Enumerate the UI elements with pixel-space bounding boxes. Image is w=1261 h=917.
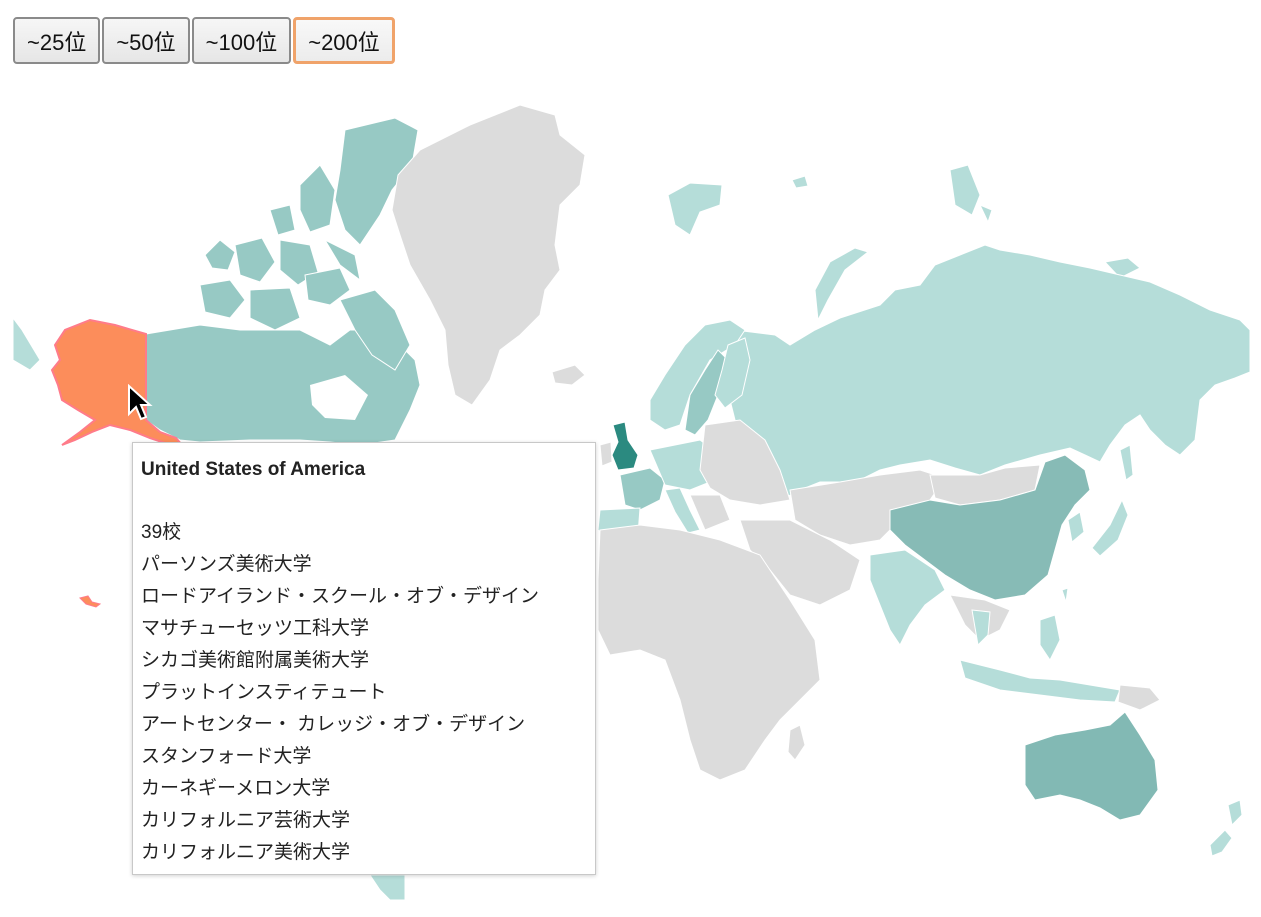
rank-50-button[interactable]: ~50位 — [102, 17, 190, 64]
europe-east[interactable] — [699, 419, 791, 506]
new-siberian[interactable] — [1104, 257, 1141, 279]
country-india[interactable] — [869, 549, 946, 646]
school-item: カリフォルニア美術大学 — [141, 842, 351, 863]
country-greenland[interactable] — [391, 104, 586, 406]
country-japan[interactable] — [1091, 498, 1129, 557]
rank-100-button[interactable]: ~100位 — [191, 17, 292, 64]
severnaya[interactable] — [949, 164, 981, 216]
indonesia[interactable] — [959, 659, 1121, 703]
school-item: マサチューセッツ工科大学 — [141, 618, 370, 639]
ireland[interactable] — [599, 441, 613, 467]
usa-hawaii[interactable] — [79, 595, 102, 608]
africa[interactable] — [597, 524, 821, 781]
canada-island-4[interactable] — [234, 237, 276, 283]
canada-baffin[interactable] — [339, 289, 411, 371]
school-item: カリフォルニア芸術大学 — [141, 810, 351, 831]
school-item: カーネギーメロン大学 — [141, 778, 331, 799]
mouse-pointer-icon — [128, 384, 153, 421]
school-item: ロードアイランド・スクール・オブ・デザイン — [141, 586, 540, 607]
korea[interactable] — [1067, 511, 1085, 543]
school-item: スタンフォード大学 — [141, 746, 312, 767]
canada-island-7[interactable] — [199, 279, 246, 319]
school-item: シカゴ美術館附属美術大学 — [141, 650, 370, 671]
franz-josef[interactable] — [791, 175, 809, 189]
tooltip-country-name: United States of America — [141, 459, 366, 480]
country-uk[interactable] — [611, 421, 639, 471]
country-finland[interactable] — [714, 337, 751, 409]
rank-200-button[interactable]: ~200位 — [293, 17, 395, 64]
europe-west[interactable] — [619, 467, 666, 511]
country-italy[interactable] — [664, 487, 701, 534]
country-australia[interactable] — [1024, 711, 1159, 821]
rank-toolbar: ~25位 ~50位 ~100位 ~200位 — [13, 17, 395, 64]
new-guinea[interactable] — [1117, 684, 1161, 711]
country-tooltip: United States of America 39校 パーソンズ美術大学 ロ… — [132, 442, 596, 875]
iceland[interactable] — [551, 364, 586, 386]
country-russia[interactable] — [727, 244, 1251, 499]
madagascar[interactable] — [787, 724, 806, 761]
school-item: プラットインスティテュート — [141, 682, 387, 703]
school-item: アートセンター・ カレッジ・オブ・デザイン — [141, 714, 526, 735]
rank-25-button[interactable]: ~25位 — [13, 17, 101, 64]
nz-south[interactable] — [1227, 799, 1243, 827]
svalbard[interactable] — [667, 182, 723, 236]
canada-island-3[interactable] — [204, 239, 236, 271]
tooltip-school-count: 39校 — [141, 522, 182, 543]
severnaya-2[interactable] — [978, 204, 993, 224]
thailand[interactable] — [971, 609, 991, 647]
school-item: パーソンズ美術大学 — [141, 554, 312, 575]
hudson-bay — [310, 375, 368, 420]
south-america-tip[interactable] — [369, 874, 406, 901]
canada-island-1[interactable] — [334, 117, 419, 246]
sakhalin[interactable] — [1119, 444, 1134, 481]
novaya-zemlya[interactable] — [814, 247, 870, 322]
canada-island-10[interactable] — [323, 238, 361, 282]
country-china[interactable] — [889, 454, 1091, 601]
canada-island-8[interactable] — [249, 287, 301, 331]
balkans[interactable] — [689, 494, 731, 531]
country-new-zealand[interactable] — [1209, 829, 1233, 857]
philippines[interactable] — [1039, 614, 1061, 661]
canada-island-9[interactable] — [304, 267, 351, 306]
canada-island-6[interactable] — [269, 204, 296, 236]
tooltip-school-list: パーソンズ美術大学 ロードアイランド・スクール・オブ・デザイン マサチューセッツ… — [141, 549, 587, 869]
bering-islands[interactable] — [12, 316, 41, 371]
canada-island-2[interactable] — [299, 164, 336, 233]
taiwan[interactable] — [1061, 587, 1069, 603]
